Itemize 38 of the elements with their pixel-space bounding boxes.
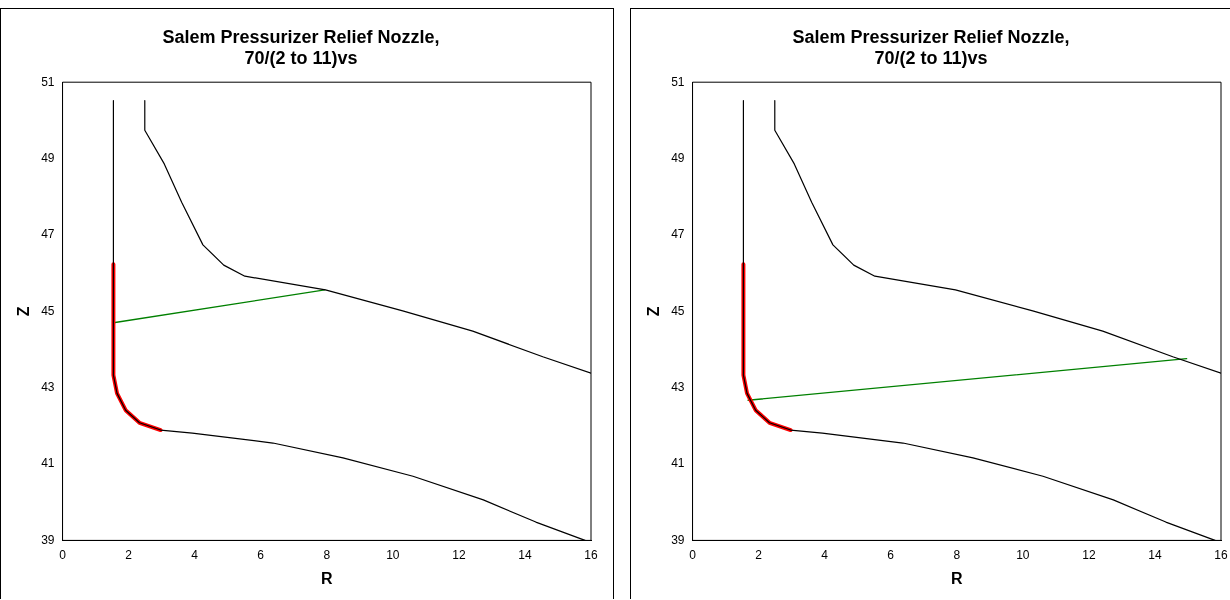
x-axis-title: R xyxy=(950,569,963,587)
x-tick-label: 2 xyxy=(125,547,133,562)
y-tick-label: 43 xyxy=(671,379,685,394)
x-tick-label: 14 xyxy=(1148,547,1162,562)
y-tick-label: 49 xyxy=(41,150,55,165)
y-tick-label: 47 xyxy=(671,227,685,242)
x-tick-label: 14 xyxy=(518,547,532,562)
y-tick-label: 39 xyxy=(41,532,55,547)
y-tick-label: 45 xyxy=(41,303,55,318)
x-tick-label: 0 xyxy=(59,547,67,562)
x-tick-label: 8 xyxy=(323,547,331,562)
x-tick-label: 2 xyxy=(755,547,763,562)
chart-title: Salem Pressurizer Relief Nozzle, 70/(2 to 11)vs xyxy=(792,26,1070,69)
y-tick-label: 51 xyxy=(41,74,55,89)
x-axis-title: R xyxy=(320,569,333,587)
x-tick-label: 0 xyxy=(689,547,697,562)
x-tick-label: 10 xyxy=(1016,547,1030,562)
chart-title: Salem Pressurizer Relief Nozzle, 70/(2 to 11)vs xyxy=(162,26,440,69)
y-tick-label: 45 xyxy=(671,303,685,318)
x-tick-label: 12 xyxy=(1082,547,1096,562)
y-tick-label: 43 xyxy=(41,379,55,394)
y-tick-label: 41 xyxy=(41,456,55,471)
x-tick-label: 12 xyxy=(452,547,466,562)
x-tick-label: 10 xyxy=(386,547,400,562)
x-tick-label: 8 xyxy=(953,547,961,562)
y-tick-label: 49 xyxy=(671,150,685,165)
x-tick-label: 4 xyxy=(191,547,199,562)
y-tick-label: 39 xyxy=(671,532,685,547)
y-tick-label: 47 xyxy=(41,227,55,242)
x-tick-label: 16 xyxy=(1214,547,1228,562)
x-tick-label: 6 xyxy=(887,547,895,562)
x-tick-label: 16 xyxy=(584,547,598,562)
x-tick-label: 4 xyxy=(821,547,829,562)
y-tick-label: 51 xyxy=(671,74,685,89)
y-axis-title: Z xyxy=(645,306,663,317)
y-axis-title: Z xyxy=(15,306,33,317)
y-tick-label: 41 xyxy=(671,456,685,471)
x-tick-label: 6 xyxy=(257,547,265,562)
